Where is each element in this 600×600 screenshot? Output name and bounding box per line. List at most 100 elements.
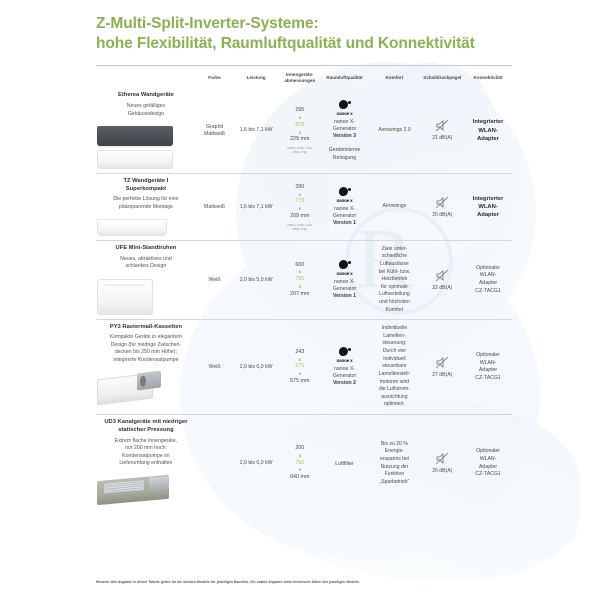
- komfort-text: Zwei unter-schiedliche Luftauslässe bei Kü…: [378, 245, 411, 313]
- col-header-produkt: [96, 66, 196, 88]
- speaker-muted-icon: [435, 452, 449, 465]
- sound-level-value: 27 dB(A): [432, 371, 453, 378]
- dim-depth: 243: [295, 348, 305, 355]
- dim-width: 750: [295, 459, 305, 466]
- cell-schalldruckpegel: 26 dB(A): [420, 415, 464, 512]
- nanoe-caption: nanoe X- Generator Version 3: [332, 118, 357, 140]
- nanoe-x-logo-icon: [337, 99, 353, 111]
- wall-unit-mattweiss: [97, 150, 173, 170]
- dim-depth: 295: [295, 107, 305, 114]
- cell-abmessungen: 295 x 870 x 229 mm (295 x 1040 x 244 [258, 271…: [279, 88, 321, 173]
- product-cell: PY3 Rastermaß-Kassetten Kompakte Geräte i…: [96, 319, 196, 415]
- nanoe-version: Version 1: [332, 293, 357, 300]
- sound-level-value: 22 dB(A): [432, 284, 453, 291]
- cell-komfort: Aerowings 2.0: [368, 88, 420, 173]
- dim-width: 779: [295, 198, 305, 205]
- dim-sep-1: x: [298, 191, 301, 197]
- product-description: Extrem flache Innengeräte, nur 200 mm hoc…: [114, 437, 178, 467]
- col-header-farbe: Farbe: [208, 74, 221, 80]
- dim-sep-1: x: [298, 452, 301, 458]
- product-description: Kompakte Geräte in elegantem Design (für …: [110, 334, 182, 363]
- cassette-duct: [137, 370, 161, 391]
- product-name: PY3 Rastermaß-Kassetten: [109, 323, 182, 330]
- cell-konnektivitaet: Optionaler WLAN- Adapter CZ-TACG1: [464, 241, 512, 320]
- col-header-raumluftqualitaet: Raumluftqualität: [326, 74, 363, 80]
- cell-schalldruckpegel: 27 dB(A): [420, 319, 464, 415]
- nanoe-x-wordmark: nanoe x: [336, 110, 353, 116]
- product-cell: TZ Wandgeräte I Superkompakt Die perfekte …: [96, 174, 196, 241]
- floor-unit: [97, 278, 153, 315]
- sound-level-value: 20 dB(A): [432, 211, 453, 218]
- dim-width: 870: [295, 121, 305, 128]
- cell-schalldruckpegel: 20 dB(A): [420, 174, 464, 241]
- cell-abmessungen: 600 x 750 x 207 mm: [279, 241, 321, 320]
- dim-sep-2: x: [298, 283, 301, 289]
- duct-unit: [97, 474, 173, 508]
- product-description: Neues gefälliges Gehäusedesign: [126, 103, 166, 117]
- dim-sep-1: x: [298, 356, 301, 362]
- dim-sep-2: x: [298, 467, 301, 473]
- product-cell: UFE Mini-Standtruhen Neues, attraktives u…: [96, 241, 196, 320]
- product-image-wall-unit-duo: [97, 126, 195, 170]
- table-row: UFE Mini-Standtruhen Neues, attraktives u…: [96, 240, 512, 320]
- spec-table-container: Farbe Leistung Innengeräte-abmessungen R…: [0, 65, 600, 512]
- sound-level-value: 21 dB(A): [432, 135, 453, 142]
- dim-sep-2: x: [298, 371, 301, 377]
- product-cell: Etherea Wandgeräte Neues gefälliges Gehäus…: [96, 88, 196, 173]
- product-image-duct-unit: [97, 474, 195, 508]
- dim-height: 640 mm: [290, 474, 310, 481]
- footnote: Hinweis: Alle Angaben in dieser Tabelle …: [96, 580, 360, 584]
- product-image-wall-unit-white: [97, 219, 195, 237]
- nanoe-version: Version 3: [332, 133, 357, 140]
- dim-depth: 200: [295, 445, 305, 452]
- cell-farbe: Weiß: [208, 363, 221, 370]
- page-title-line1: Z-Multi-Split-Inverter-Systeme:: [96, 15, 319, 32]
- cell-leistung: 1,6 bis 7,1 kW: [239, 127, 273, 134]
- nanoe-caption: nanoe X- Generator Version 1: [332, 205, 357, 227]
- cell-farbe: Mattweiß: [204, 203, 226, 210]
- dim-note: (290 x 1040 x 244 [258, 271]): [287, 222, 313, 231]
- cell-konnektivitaet: Integrierter WLAN- Adapter: [464, 174, 512, 241]
- speaker-muted-icon: [435, 120, 449, 132]
- cell-abmessungen: 200 x 750 x 640 mm: [279, 415, 321, 512]
- wall-unit-compact: [97, 219, 167, 237]
- table-row: PY3 Rastermaß-Kassetten Kompakte Geräte i…: [96, 319, 512, 415]
- sound-level-value: 26 dB(A): [432, 468, 453, 475]
- komfort-text: Individuelle Lamellen-steuerung: Durch vie…: [378, 325, 411, 408]
- cell-raumluftqualitaet: nanoe x nanoe X- Generator Version 1: [321, 241, 369, 320]
- page-header: Z-Multi-Split-Inverter-Systeme: hohe Fle…: [0, 0, 600, 54]
- konnektivitaet-integrated: Integrierter WLAN- Adapter: [472, 119, 504, 142]
- cell-komfort: Individuelle Lamellen-steuerung: Durch vie…: [368, 319, 420, 415]
- col-header-abmessungen: Innengeräte-abmessungen: [284, 72, 316, 83]
- cell-raumluftqualitaet: nanoe x nanoe X- Generator Version 2: [321, 319, 369, 415]
- col-header-schalldruckpegel: Schalldruckpegel: [423, 74, 462, 80]
- nanoe-x-logo-icon: [337, 259, 353, 271]
- cell-raumluftqualitaet: nanoe x nanoe X- Generator Version 1: [321, 174, 369, 241]
- col-header-konnektivitaet: Konnektivität: [473, 74, 503, 80]
- wall-unit-graphite: [97, 126, 173, 147]
- cell-raumluftqualitaet: nanoe x nanoe X- Generator Version 3 Gerätei…: [321, 88, 369, 173]
- cassette-unit: [97, 370, 165, 410]
- nanoe-caption: nanoe X- Generator Version 2: [332, 365, 357, 387]
- col-header-leistung: Leistung: [246, 74, 266, 80]
- duct-flange: [149, 475, 169, 491]
- nanoe-version: Version 2: [332, 380, 357, 387]
- speaker-muted-icon: [435, 196, 449, 209]
- cell-konnektivitaet: Optionaler WLAN- Adapter CZ-TACG1: [464, 319, 512, 415]
- spec-table: Farbe Leistung Innengeräte-abmessungen R…: [96, 66, 512, 512]
- nanoe-x-logo-icon: [337, 186, 353, 198]
- konnektivitaet-integrated: Integrierter WLAN- Adapter: [472, 195, 504, 219]
- dim-sep-2: x: [298, 129, 301, 135]
- dim-height: 575 mm: [290, 377, 310, 384]
- spec-table-head: Farbe Leistung Innengeräte-abmessungen R…: [96, 66, 512, 88]
- product-name: UD3 Kanalgeräte mit niedriger statischer …: [104, 419, 188, 433]
- product-description: Neues, attraktives und schlankes Design: [120, 255, 172, 270]
- nanoe-x-wordmark: nanoe x: [336, 357, 353, 363]
- floor-unit-vent: [105, 283, 145, 286]
- komfort-text: Bis zu 20 % Energie-ersparnis bei Nutzung …: [379, 440, 410, 485]
- speaker-muted-icon: [435, 356, 449, 369]
- header-row: Farbe Leistung Innengeräte-abmessungen R…: [96, 66, 512, 88]
- dim-sep-2: x: [298, 206, 301, 212]
- product-image-floor-unit: [97, 278, 195, 315]
- dim-sep-1: x: [298, 115, 301, 121]
